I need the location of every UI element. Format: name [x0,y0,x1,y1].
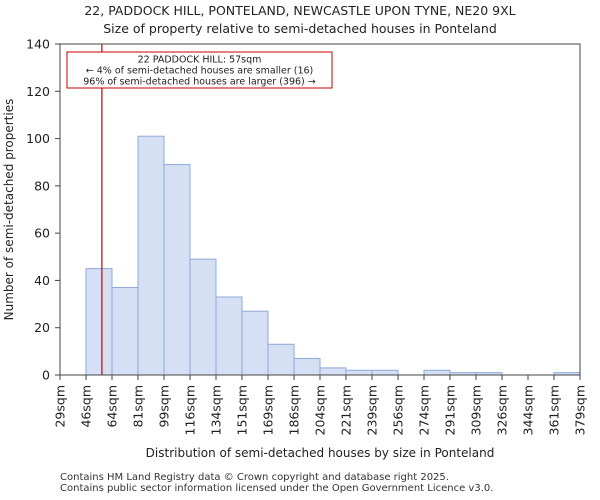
histogram-bar [345,369,373,376]
histogram-bar [293,357,321,376]
annotation-border [66,51,333,89]
footer: Contains HM Land Registry data © Crown c… [60,472,493,494]
histogram-bar [111,287,139,376]
annotation-line-2: ← 4% of semi-detached houses are smaller… [86,66,314,77]
y-tick-label: 40 [34,273,50,288]
x-tick-label: 116sqm [183,385,198,435]
y-tick-label: 120 [26,84,50,99]
histogram-bar [163,164,191,376]
annotation-line-3: 96% of semi-detached houses are larger (… [83,77,316,88]
histogram-bar [423,369,451,376]
histogram-bar [85,268,113,376]
bars-group [85,135,581,376]
chart-title: 22, PADDOCK HILL, PONTELAND, NEWCASTLE U… [84,3,516,18]
histogram-bar [137,135,165,376]
x-tick-label: 344sqm [521,385,536,435]
x-tick-label: 256sqm [391,385,406,435]
y-axis-label: Number of semi-detached properties [2,99,16,321]
x-tick-label: 186sqm [287,385,302,435]
histogram-bar [267,343,295,376]
x-tick-label: 379sqm [573,385,588,435]
x-tick-label: 134sqm [209,385,224,435]
annotation-line-1: 22 PADDOCK HILL: 57sqm [138,55,262,66]
histogram-bar [215,296,243,376]
annotation-box: 22 PADDOCK HILL: 57sqm ← 4% of semi-deta… [66,51,333,89]
x-tick-label: 81sqm [131,385,146,428]
chart-title-block: 22, PADDOCK HILL, PONTELAND, NEWCASTLE U… [0,2,600,38]
histogram-bar [371,369,399,376]
x-tick-label: 151sqm [235,385,250,435]
y-tick-label: 20 [34,320,50,335]
footer-line-2: Contains public sector information licen… [60,483,494,494]
histogram-bar [189,258,217,376]
x-tick-label: 64sqm [105,385,120,428]
x-tick-label: 326sqm [495,385,510,435]
y-tick-label: 80 [34,178,50,193]
histogram-bar [319,367,347,376]
x-tick-label: 291sqm [443,385,458,435]
y-tick-label: 60 [34,226,50,241]
chart-subtitle: Size of property relative to semi-detach… [103,21,497,36]
x-axis-label: Distribution of semi-detached houses by … [146,446,495,460]
x-tick-label: 274sqm [417,385,432,435]
y-tick-label: 0 [42,368,50,383]
x-axis: 29sqm 46sqm 64sqm 81sqm 99sqm 116sqm 134sqm 151… [53,375,588,435]
histogram-chart: 0 20 40 60 80 100 120 140 29sqm 46sqm 64sqm 81sqm 9… [2,37,588,461]
x-tick-label: 239sqm [365,385,380,435]
y-tick-label: 140 [26,37,50,52]
x-tick-label: 29sqm [53,385,68,428]
x-tick-label: 309sqm [469,385,484,435]
x-tick-label: 204sqm [313,385,328,435]
x-tick-label: 46sqm [79,385,94,428]
x-tick-label: 221sqm [339,385,354,435]
y-axis: 0 20 40 60 80 100 120 140 [26,37,60,383]
footer-line-1: Contains HM Land Registry data © Crown c… [60,472,449,483]
x-tick-label: 169sqm [261,385,276,435]
x-tick-label: 99sqm [157,385,172,428]
histogram-bar [241,310,269,376]
x-tick-label: 361sqm [547,385,562,435]
y-tick-label: 100 [26,131,50,146]
plot-frame [59,43,581,376]
